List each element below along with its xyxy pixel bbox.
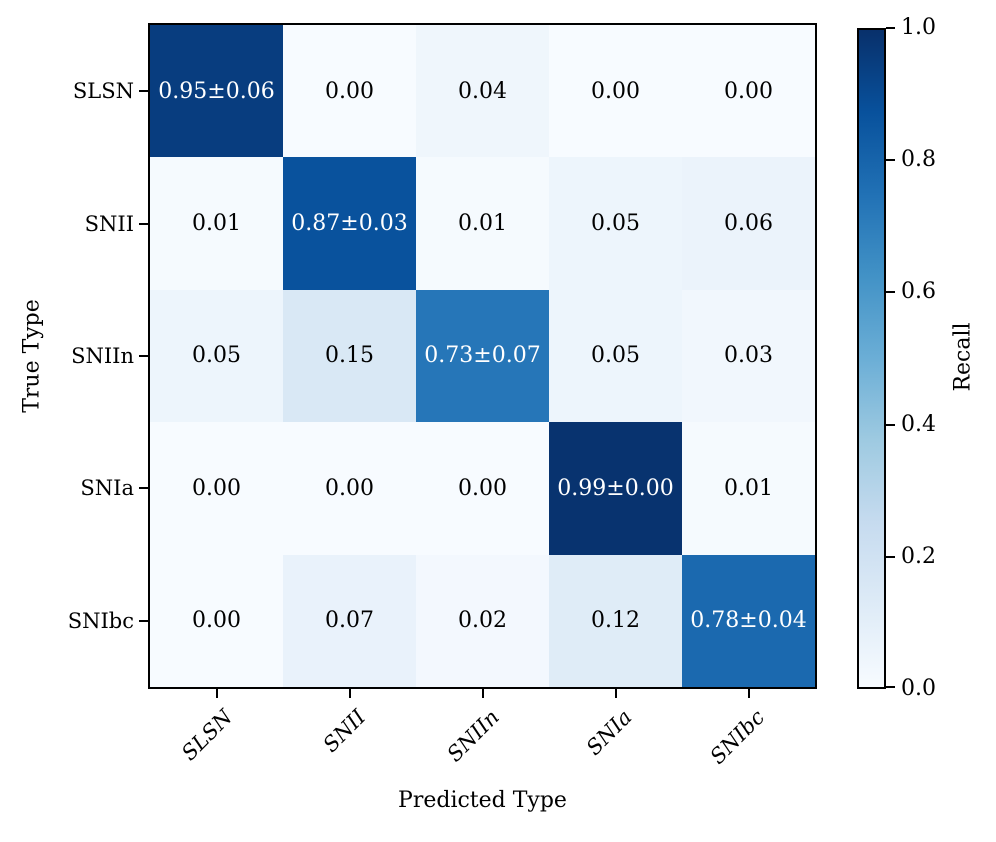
heatmap-cell-SNIa-SNIa: 0.99±0.00 xyxy=(549,422,682,555)
y-tick xyxy=(139,222,148,225)
heatmap-cell-SNIbc-SNIa: 0.12 xyxy=(549,554,682,687)
x-tick xyxy=(747,689,750,698)
colorbar-tick-label: 0.6 xyxy=(901,279,936,305)
colorbar-tick xyxy=(886,159,895,162)
x-axis-title: Predicted Type xyxy=(398,788,567,813)
x-tick-label: SNIbc xyxy=(705,705,770,769)
y-tick xyxy=(139,90,148,93)
x-tick-label: SNII xyxy=(318,705,371,757)
y-tick-label: SLSN xyxy=(72,79,134,104)
heatmap-cell-SLSN-SNII: 0.00 xyxy=(283,25,416,158)
colorbar-tick-label: 0.8 xyxy=(901,147,936,173)
y-tick-label: SNII xyxy=(84,211,134,236)
y-tick xyxy=(139,355,148,357)
x-tick xyxy=(348,689,351,698)
heatmap-cell-SNIIn-SNII: 0.15 xyxy=(283,289,416,423)
heatmap-cell-SLSN-SNIa: 0.00 xyxy=(549,25,682,158)
x-tick-label: SNIIn xyxy=(442,705,504,767)
heatmap-cell-SNIIn-SNIa: 0.05 xyxy=(549,289,682,423)
heatmap-cell-SNII-SNIa: 0.05 xyxy=(549,157,682,290)
colorbar-tick xyxy=(886,291,895,294)
heatmap-cell-SLSN-SNIIn: 0.04 xyxy=(416,25,549,158)
y-tick xyxy=(139,619,148,622)
heatmap-cell-SNII-SNIIn: 0.01 xyxy=(416,157,549,290)
heatmap-cell-SNII-SNIbc: 0.06 xyxy=(682,157,815,290)
heatmap-cell-SNIbc-SNIbc: 0.78±0.04 xyxy=(682,554,815,687)
heatmap-plot: 0.95±0.06 0.00 0.04 0.00 0.00 0.01 0.87±0.03 0.… xyxy=(150,25,815,687)
colorbar-tick xyxy=(886,27,895,29)
colorbar xyxy=(857,28,886,689)
colorbar-tick-label: 0.2 xyxy=(901,543,936,569)
heatmap-cell-SNIbc-SLSN: 0.00 xyxy=(150,554,283,687)
heatmap-cell-SNII-SNII: 0.87±0.03 xyxy=(283,157,416,290)
heatmap-cell-SNIa-SNIbc: 0.01 xyxy=(682,422,815,555)
heatmap-cell-SNIbc-SNIIn: 0.02 xyxy=(416,554,549,687)
x-tick xyxy=(481,689,484,698)
colorbar-title: Recall xyxy=(950,322,976,392)
colorbar-tick xyxy=(886,423,895,426)
heatmap-cell-SNIa-SLSN: 0.00 xyxy=(150,422,283,555)
heatmap-cell-SNIIn-SNIbc: 0.03 xyxy=(682,289,815,423)
heatmap-cell-SNIIn-SNIIn: 0.73±0.07 xyxy=(416,289,549,423)
colorbar-tick-label: 0.0 xyxy=(901,676,936,701)
heatmap-cell-SLSN-SNIbc: 0.00 xyxy=(682,25,815,158)
heatmap-cell-SNIbc-SNII: 0.07 xyxy=(283,554,416,687)
x-tick xyxy=(215,689,218,698)
colorbar-tick-label: 0.4 xyxy=(901,411,936,437)
y-tick-label: SNIIn xyxy=(71,344,134,368)
x-tick-label: SLSN xyxy=(177,705,238,766)
heatmap-cell-SLSN-SLSN: 0.95±0.06 xyxy=(150,25,283,158)
heatmap-cell-SNIa-SNIIn: 0.00 xyxy=(416,422,549,555)
heatmap-cell-SNII-SLSN: 0.01 xyxy=(150,157,283,290)
y-axis-title: True Type xyxy=(19,299,45,413)
colorbar-tick-label: 1.0 xyxy=(901,15,936,40)
y-tick-label: SNIbc xyxy=(67,608,134,633)
x-tick xyxy=(614,689,617,698)
heatmap-cell-SNIIn-SLSN: 0.05 xyxy=(150,289,283,423)
colorbar-tick xyxy=(886,555,895,558)
colorbar-tick xyxy=(886,686,895,688)
y-tick-label: SNIa xyxy=(80,476,134,501)
heatmap-cell-SNIa-SNII: 0.00 xyxy=(283,422,416,555)
y-tick xyxy=(139,487,148,490)
x-tick-label: SNIa xyxy=(581,705,637,760)
